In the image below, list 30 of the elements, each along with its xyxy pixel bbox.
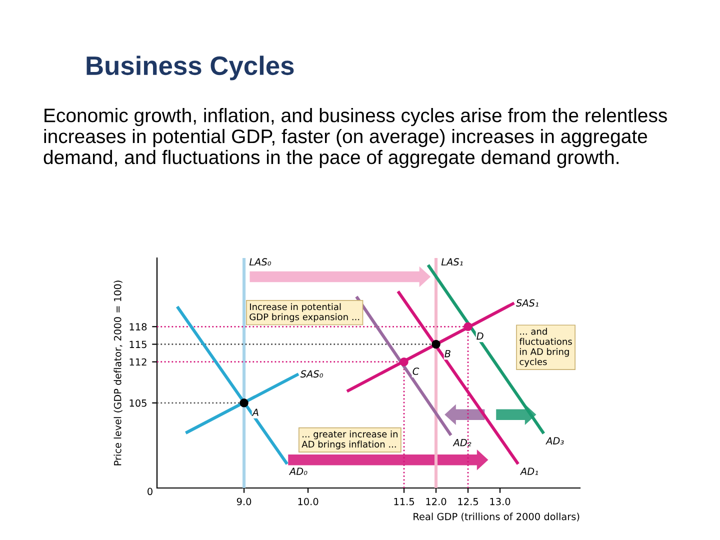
series-label: SAS₁ bbox=[516, 299, 538, 307]
y-axis-title: Price level (GDP deflator, 2000 = 100) bbox=[114, 280, 122, 466]
annotation: Increase in potential GDP brings expansion ... bbox=[250, 303, 360, 322]
series-label: AD₂ bbox=[452, 439, 472, 446]
y-tick-label: 115 bbox=[130, 340, 146, 348]
x-tick-label: 13.0 bbox=[490, 498, 510, 506]
text: 0 bbox=[148, 488, 152, 496]
annotation: C bbox=[412, 368, 420, 375]
chart-subtitle: Economic growth, inflation, and business cycles arise from the relentless increases in potential GDP, faster (on average) increases in aggregate demand, and fluctuations in the pace of aggregate demand growth. bbox=[44, 108, 667, 168]
annotation: B bbox=[444, 350, 450, 358]
series-label: SAS₀ bbox=[300, 370, 323, 378]
series-label: AD₀ bbox=[288, 468, 308, 475]
x-tick-label: 9.0 bbox=[236, 498, 252, 506]
annotation: ... and fluctuations in AD bring cycles bbox=[519, 328, 572, 367]
series-label: LAS₀ bbox=[249, 258, 272, 266]
chart-title: Business Cycles bbox=[86, 56, 294, 80]
y-tick-label: 112 bbox=[130, 358, 146, 366]
x-tick-label: 11.5 bbox=[394, 498, 414, 506]
series-label: AD₃ bbox=[546, 437, 564, 444]
annotation: D bbox=[476, 332, 484, 340]
x-tick-label: 12.0 bbox=[426, 498, 446, 506]
series-label: LAS₁ bbox=[441, 258, 463, 266]
y-tick-label: 118 bbox=[130, 323, 147, 330]
x-axis-title: Real GDP (trillions of 2000 dollars) bbox=[414, 512, 580, 522]
annotation: A bbox=[252, 408, 258, 416]
annotation: ... greater increase in AD brings inflation ... bbox=[302, 430, 398, 450]
y-tick-label: 105 bbox=[130, 399, 146, 407]
x-tick-label: 10.0 bbox=[298, 498, 318, 506]
series-label: AD₁ bbox=[520, 468, 538, 475]
x-tick-label: 12.5 bbox=[458, 498, 478, 506]
